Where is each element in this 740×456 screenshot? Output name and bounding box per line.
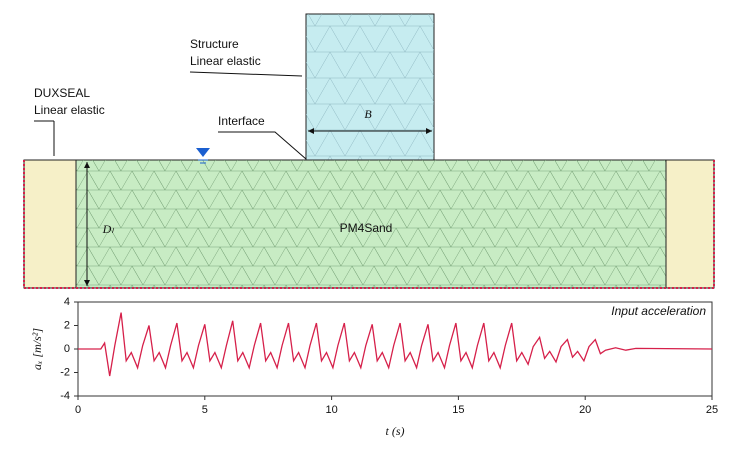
depth-label: Dₗ: [102, 222, 115, 236]
signal-line: [78, 312, 713, 377]
x-tick-label: 20: [579, 404, 591, 416]
structure-model: Linear elastic: [190, 54, 261, 68]
chart-annotation: Input acceleration: [611, 304, 706, 318]
x-tick-label: 25: [706, 404, 718, 416]
y-tick-label: -4: [60, 390, 70, 402]
y-tick-label: -2: [60, 366, 70, 378]
x-axis-label: t (s): [386, 424, 405, 438]
y-axis-label: aₓ [m/s²]: [30, 328, 44, 370]
soil-label: PM4Sand: [340, 221, 393, 235]
x-tick-label: 0: [75, 404, 81, 416]
interface-label: Interface: [218, 114, 265, 128]
x-tick-label: 15: [452, 404, 464, 416]
leader: [189, 71, 303, 77]
x-tick-label: 10: [325, 404, 337, 416]
duxseal-left: [23, 159, 77, 289]
y-tick-label: 2: [64, 319, 70, 331]
duxseal-model: Linear elastic: [34, 103, 105, 117]
water-table: [196, 148, 210, 157]
width-label: B: [364, 107, 372, 121]
x-tick-label: 5: [202, 404, 208, 416]
soil-mesh: [76, 160, 666, 288]
y-tick-label: 0: [64, 343, 70, 355]
structure-label: Structure: [190, 37, 239, 51]
duxseal-label: DUXSEAL: [34, 86, 90, 100]
water-table-lines: [198, 159, 208, 164]
leader: [218, 131, 307, 160]
boundary: [23, 160, 715, 289]
duxseal-right: [665, 159, 715, 289]
y-tick-label: 4: [64, 296, 70, 308]
structure-mesh: [306, 14, 434, 160]
